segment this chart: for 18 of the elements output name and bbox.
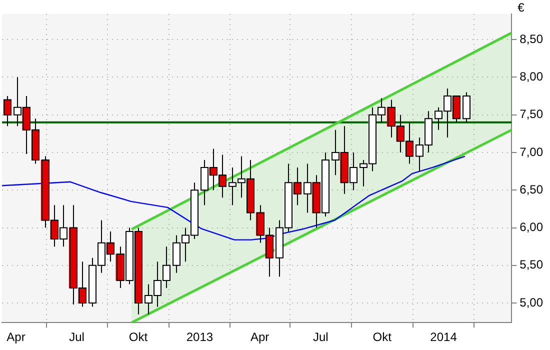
- y-axis-title: €: [518, 0, 525, 14]
- x-tick-label: Okt: [372, 330, 392, 344]
- x-tick-label: Apr: [250, 330, 270, 344]
- candlestick: [4, 96, 12, 127]
- y-tick-label: 6,00: [520, 220, 544, 234]
- y-tick-label: 7,50: [520, 107, 544, 122]
- y-tick-label: 8,50: [520, 32, 544, 46]
- x-tick-label: Apr: [6, 330, 26, 344]
- x-tick-label: Okt: [128, 330, 148, 344]
- x-tick-label: 2013: [186, 330, 214, 344]
- y-tick-label: 8,00: [520, 70, 544, 84]
- x-tick-label: Jul: [69, 330, 84, 344]
- y-tick-label: 6,50: [520, 182, 544, 196]
- y-tick-label: 5,00: [520, 295, 544, 310]
- y-tick-label: 5,50: [520, 258, 544, 272]
- x-tick-label: Jul: [312, 330, 328, 344]
- x-tick-label: 2014: [430, 330, 458, 344]
- y-tick-label: 7,00: [520, 144, 544, 159]
